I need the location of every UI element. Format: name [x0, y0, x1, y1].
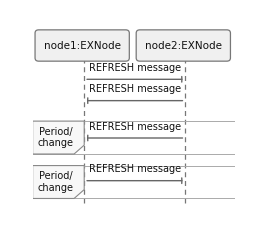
FancyBboxPatch shape [35, 30, 129, 61]
Text: REFRESH message: REFRESH message [89, 122, 181, 132]
Polygon shape [33, 121, 84, 154]
Text: REFRESH message: REFRESH message [89, 164, 181, 174]
FancyBboxPatch shape [136, 30, 230, 61]
Text: Period/
change: Period/ change [37, 171, 73, 193]
Text: node1:EXNode: node1:EXNode [44, 40, 121, 51]
Text: REFRESH message: REFRESH message [89, 84, 181, 94]
Text: REFRESH message: REFRESH message [89, 63, 181, 73]
Bar [33, 121, 235, 154]
Text: Period/
change: Period/ change [37, 127, 73, 148]
Polygon shape [33, 166, 84, 198]
Text: node2:EXNode: node2:EXNode [145, 40, 222, 51]
Bar [33, 166, 235, 198]
